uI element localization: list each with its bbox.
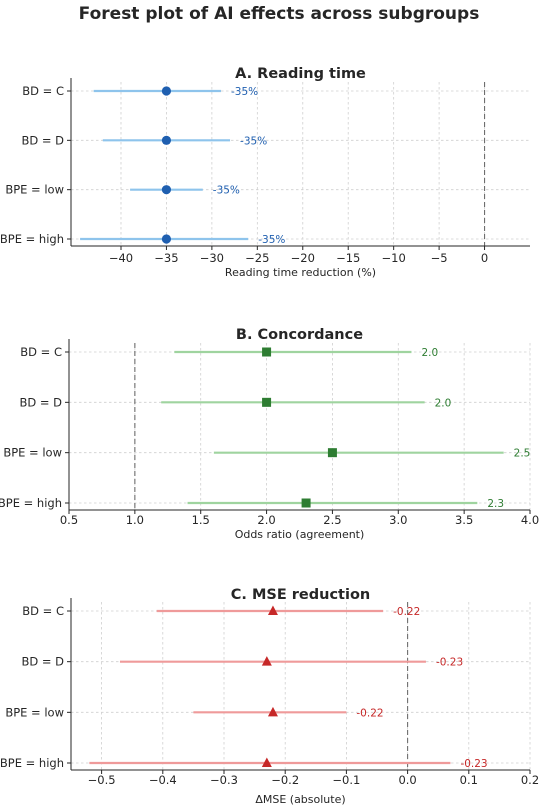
estimate-marker: [161, 86, 172, 96]
panel-1: A. Reading time −40 −35 −30 −25 −20 −15 −10 −5 0 R…: [0, 66, 530, 279]
estimate-marker: [267, 605, 278, 615]
value-label: -35%: [231, 86, 258, 98]
panel-3: C. MSE reduction −0.5 −0.4 −0.3 −0.2 −0.1 0.0 0…: [0, 587, 539, 806]
figure-title: Forest plot of AI effects across subgrou…: [79, 4, 480, 24]
x-tick-label: −15: [336, 251, 360, 265]
category-label: BPE = low: [5, 705, 64, 719]
x-tick-label: 2.5: [323, 513, 341, 527]
category-label: BD = D: [21, 133, 64, 147]
x-tick-label: 3.0: [389, 513, 407, 527]
x-tick-label: 0.5: [60, 513, 78, 527]
estimate-marker: [301, 498, 311, 508]
x-tick-label: 4.0: [521, 513, 539, 527]
value-label: 2.3: [487, 498, 504, 510]
x-axis-label: ΔMSE (absolute): [255, 793, 345, 806]
x-axis-label: Reading time reduction (%): [225, 266, 376, 279]
value-label: -35%: [213, 185, 240, 197]
estimate-marker: [161, 234, 172, 244]
estimate-marker: [161, 135, 172, 145]
estimate-marker: [262, 397, 272, 407]
x-tick-label: −5: [431, 251, 448, 265]
value-label: 2.0: [435, 397, 452, 409]
estimate-marker: [267, 706, 278, 717]
value-label: 2.0: [421, 347, 438, 359]
category-label: BD = C: [22, 604, 64, 618]
panel-title: C. MSE reduction: [231, 587, 371, 603]
x-tick-label: −0.4: [149, 773, 177, 787]
category-label: BPE = low: [3, 446, 62, 460]
category-label: BD = D: [19, 395, 62, 409]
value-label: -0.22: [393, 606, 420, 618]
value-label: -0.22: [356, 707, 383, 719]
value-label: -0.23: [436, 657, 463, 669]
x-tick-label: 0.1: [460, 773, 478, 787]
estimate-marker: [262, 347, 272, 357]
panel-2: B. Concordance 0.5 1.0 1.5 2.0 2.5 3.0 3.5 4.0 Od…: [0, 327, 539, 541]
category-label: BD = D: [21, 655, 64, 669]
category-label: BD = C: [20, 345, 62, 359]
category-label: BPE = low: [5, 183, 64, 197]
x-tick-label: −0.3: [210, 773, 238, 787]
x-tick-label: 0: [481, 251, 488, 265]
x-tick-label: −35: [154, 251, 178, 265]
category-label: BPE = high: [0, 756, 64, 770]
value-label: 2.5: [514, 448, 531, 460]
estimate-marker: [261, 656, 272, 666]
estimate-marker: [261, 757, 272, 767]
x-tick-label: 3.5: [455, 513, 473, 527]
x-tick-label: −10: [382, 251, 406, 265]
x-tick-label: −20: [291, 251, 315, 265]
x-tick-label: 1.0: [126, 513, 144, 527]
x-tick-label: −30: [200, 251, 224, 265]
value-label: -35%: [240, 135, 267, 147]
value-label: -0.23: [460, 758, 487, 770]
category-label: BD = C: [22, 84, 64, 98]
value-label: -35%: [258, 234, 285, 246]
x-tick-label: −0.5: [88, 773, 116, 787]
x-tick-label: −0.2: [271, 773, 299, 787]
panel-title: A. Reading time: [235, 66, 366, 82]
panel-title: B. Concordance: [236, 327, 363, 343]
x-tick-label: 0.2: [521, 773, 539, 787]
category-label: BPE = high: [0, 232, 64, 246]
x-tick-label: −40: [109, 251, 133, 265]
x-tick-label: 0.0: [398, 773, 416, 787]
x-tick-label: −0.1: [332, 773, 360, 787]
category-label: BPE = high: [0, 496, 62, 510]
estimate-marker: [327, 448, 337, 458]
x-tick-label: −25: [245, 251, 269, 265]
x-tick-label: 1.5: [192, 513, 210, 527]
estimate-marker: [161, 185, 172, 195]
x-axis-label: Odds ratio (agreement): [235, 528, 365, 541]
x-tick-label: 2.0: [257, 513, 275, 527]
